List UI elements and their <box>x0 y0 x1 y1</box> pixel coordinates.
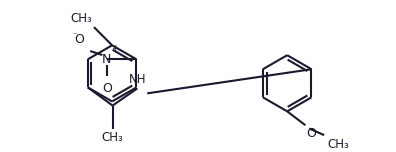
Text: NH: NH <box>129 73 146 86</box>
Text: ⁻: ⁻ <box>72 31 77 40</box>
Text: O: O <box>307 127 316 140</box>
Text: CH₃: CH₃ <box>327 138 349 151</box>
Text: O: O <box>102 82 112 95</box>
Text: CH₃: CH₃ <box>102 131 124 144</box>
Text: +: + <box>111 44 118 53</box>
Text: O: O <box>75 33 85 46</box>
Text: CH₃: CH₃ <box>70 12 92 25</box>
Text: N: N <box>102 53 111 66</box>
